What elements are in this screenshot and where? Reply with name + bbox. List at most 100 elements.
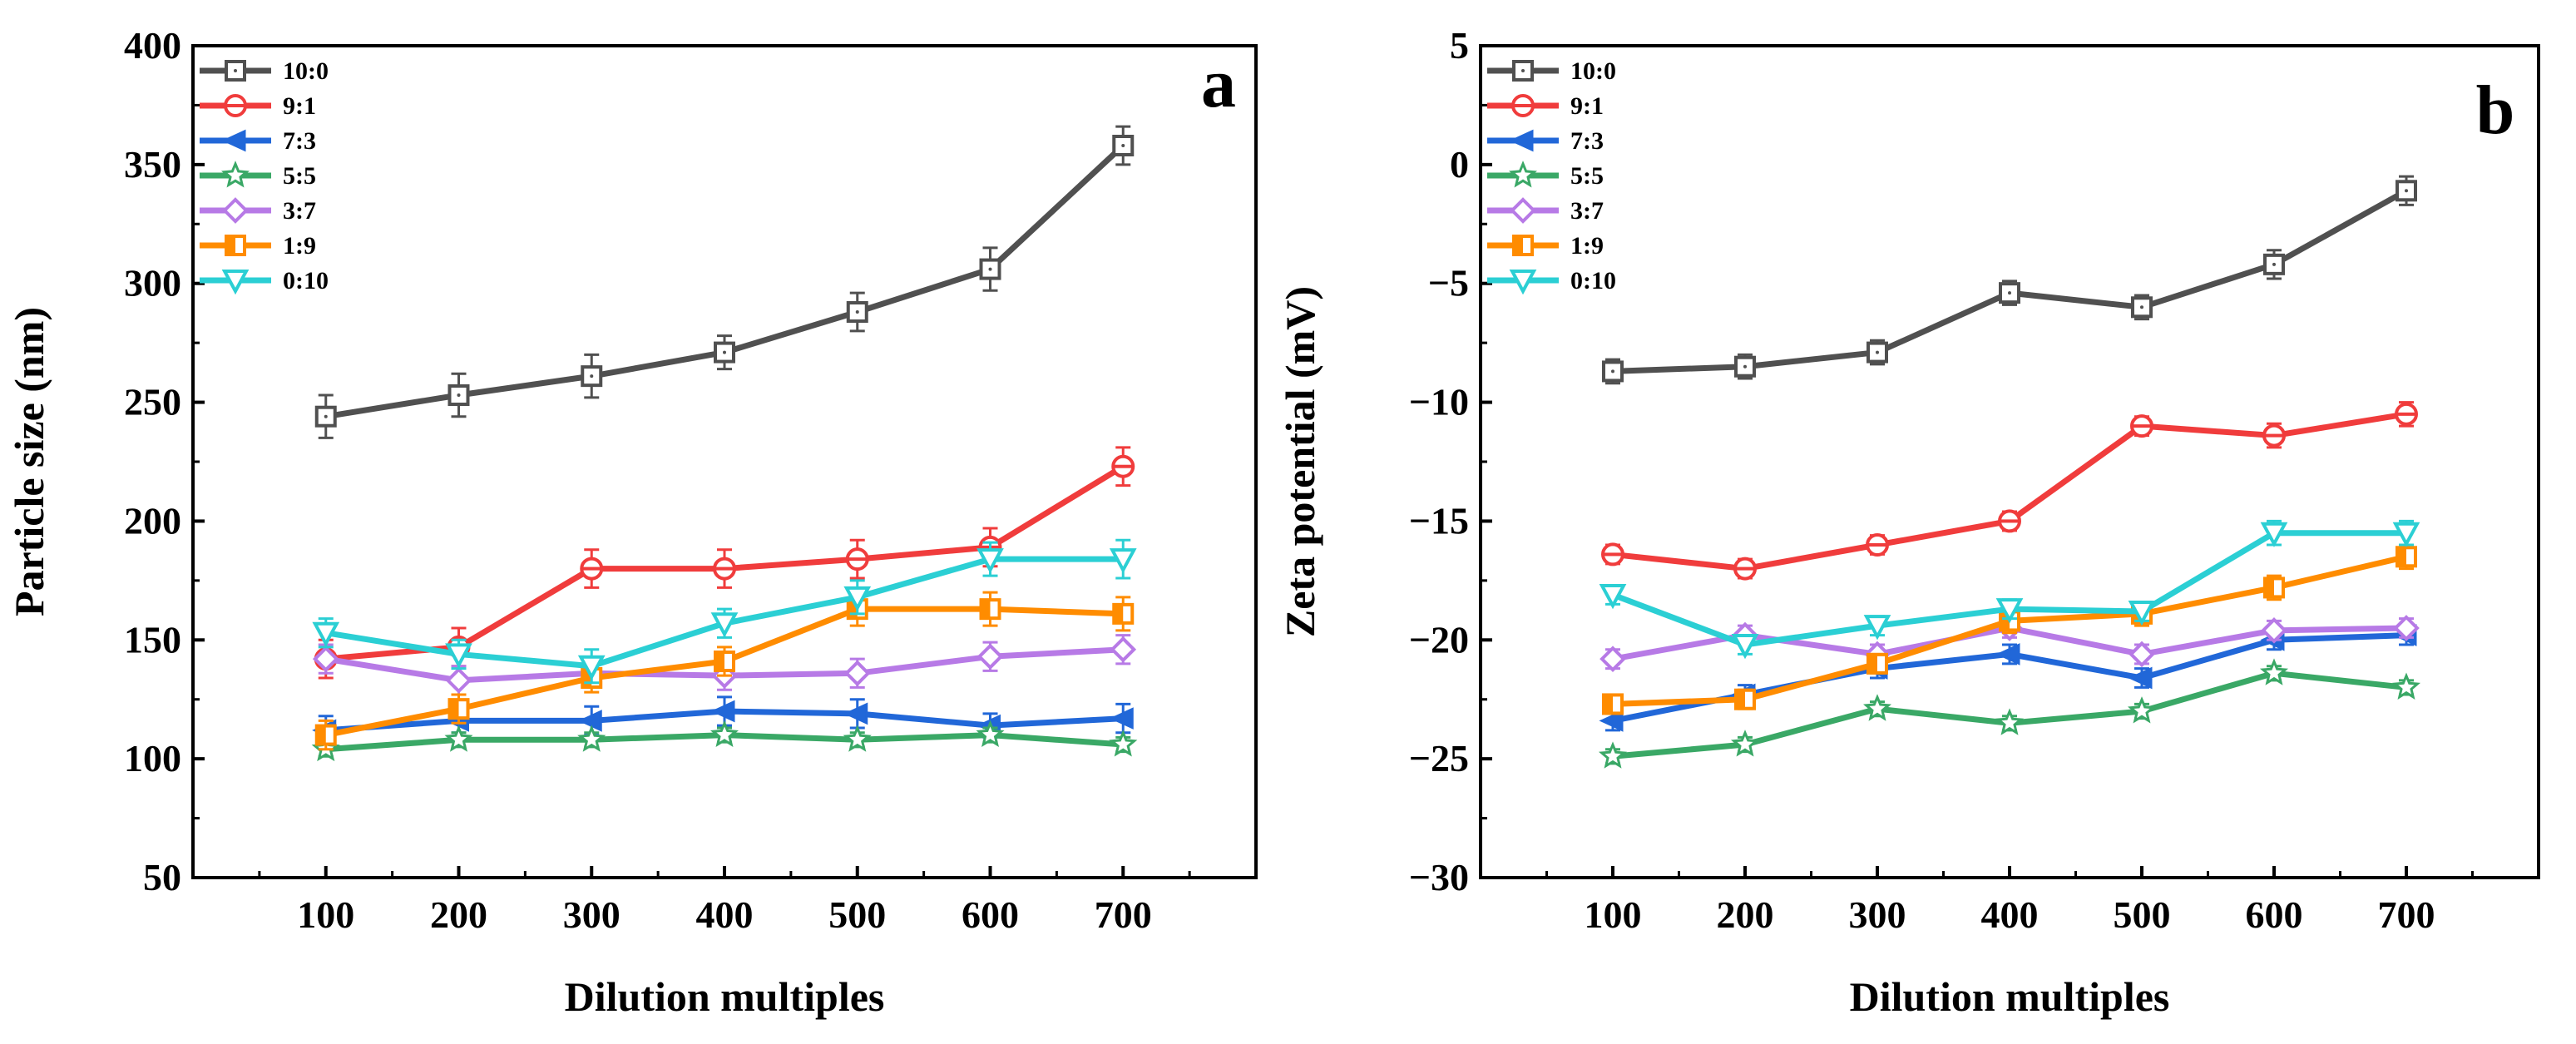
legend-marker-bar <box>225 104 245 107</box>
y-axis-title: Zeta potential (mV) <box>1277 286 1323 637</box>
data-point <box>976 720 1005 748</box>
legend-label: 1:9 <box>1570 232 1604 260</box>
legend-label: 7:3 <box>283 127 316 155</box>
data-point <box>710 720 739 748</box>
data-point-bar <box>1867 543 1887 547</box>
legend-marker <box>221 129 246 152</box>
data-point <box>445 643 472 669</box>
legend: 10:0 9:1 7:3 5:5 3:7 1:9 0:10 <box>1487 57 1616 295</box>
legend-marker-fill <box>226 236 235 255</box>
legend-label: 5:5 <box>283 162 316 190</box>
data-point <box>2261 617 2287 644</box>
y-tick-label: −20 <box>1409 618 1469 661</box>
data-point <box>1109 548 1137 574</box>
y-tick-label: 100 <box>124 737 181 779</box>
data-point-dot <box>988 267 992 271</box>
legend-label: 9:1 <box>1570 92 1604 120</box>
data-point-dot <box>2405 189 2408 193</box>
data-point <box>1863 694 1891 721</box>
y-tick-label: 250 <box>124 381 181 423</box>
x-tick-label: 500 <box>2114 893 2171 936</box>
series-0-10 <box>312 538 1137 685</box>
data-point <box>2392 522 2420 547</box>
data-point <box>312 621 340 647</box>
series-9-1 <box>1601 401 2418 581</box>
data-point <box>1863 615 1891 641</box>
legend-marker <box>221 270 250 295</box>
data-point <box>2393 615 2420 641</box>
series-5-5 <box>311 720 1138 762</box>
data-point <box>1599 584 1627 610</box>
y-tick-label: −25 <box>1409 737 1469 779</box>
data-point-dot <box>2140 305 2143 309</box>
data-point <box>577 725 606 752</box>
data-point <box>1995 598 2024 624</box>
legend-marker <box>1510 197 1536 224</box>
data-point <box>1598 741 1628 769</box>
data-point <box>2259 658 2289 685</box>
y-tick-label: 200 <box>124 499 181 542</box>
data-point <box>445 667 472 694</box>
data-point-bar <box>847 557 868 562</box>
data-point <box>843 586 872 612</box>
data-point <box>1599 646 1626 672</box>
data-point-dot <box>590 374 594 379</box>
x-tick-label: 600 <box>962 893 1019 936</box>
data-point <box>2260 522 2288 547</box>
data-point-bar <box>2264 433 2284 438</box>
panel-letter: b <box>2476 72 2515 149</box>
x-tick-label: 200 <box>430 893 487 936</box>
y-tick-label: 50 <box>143 856 181 898</box>
data-point <box>577 710 602 732</box>
data-point <box>977 548 1004 574</box>
data-point-dot <box>1611 369 1614 374</box>
data-point <box>2129 641 2155 668</box>
data-point-fill <box>715 652 724 670</box>
data-point-bar <box>1735 567 1755 571</box>
x-axis-title: Dilution multiples <box>1850 973 2170 1020</box>
y-tick-label: 150 <box>124 618 181 661</box>
y-tick-label: −30 <box>1409 856 1469 898</box>
data-point-dot <box>855 310 859 314</box>
legend-label: 5:5 <box>1570 162 1604 190</box>
data-point <box>843 725 872 752</box>
y-axis-title: Particle size (nm) <box>6 307 52 616</box>
data-point <box>1109 730 1138 757</box>
x-tick-label: 400 <box>696 893 754 936</box>
legend-marker <box>1509 129 1534 152</box>
data-point-bar <box>1113 464 1134 468</box>
data-point-bar <box>2000 519 2020 523</box>
data-point <box>1730 730 1760 757</box>
data-point-dot <box>1743 364 1747 369</box>
data-point-fill <box>1736 690 1745 709</box>
y-tick-label: 5 <box>1450 24 1469 67</box>
x-tick-label: 100 <box>1585 893 1642 936</box>
data-point <box>1110 636 1137 663</box>
x-tick-label: 200 <box>1717 893 1774 936</box>
x-axis-title: Dilution multiples <box>565 973 885 1020</box>
data-point-bar <box>581 567 602 571</box>
data-point <box>2127 696 2157 724</box>
data-point-fill <box>2265 578 2274 597</box>
legend-label: 10:0 <box>283 57 329 85</box>
data-point-dot <box>324 414 328 418</box>
data-point-fill <box>449 700 459 719</box>
series-10-0 <box>1602 175 2417 385</box>
data-point-dot <box>457 393 461 397</box>
x-tick-label: 300 <box>1849 893 1906 936</box>
legend: 10:0 9:1 7:3 5:5 3:7 1:9 0:10 <box>200 57 329 295</box>
legend-marker-dot <box>234 69 237 72</box>
data-point-dot <box>2272 262 2276 266</box>
x-tick-label: 700 <box>1095 893 1152 936</box>
data-point-fill <box>1114 604 1124 623</box>
data-point-bar <box>1603 552 1623 557</box>
legend-label: 1:9 <box>283 232 316 260</box>
data-point <box>2392 672 2420 700</box>
legend-label: 3:7 <box>1570 197 1604 225</box>
legend-label: 0:10 <box>283 267 329 294</box>
data-point-fill <box>1868 654 1877 673</box>
x-tick-label: 600 <box>2246 893 2303 936</box>
data-point-fill <box>1604 695 1613 714</box>
x-tick-label: 400 <box>1981 893 2039 936</box>
data-point-fill <box>582 669 592 687</box>
